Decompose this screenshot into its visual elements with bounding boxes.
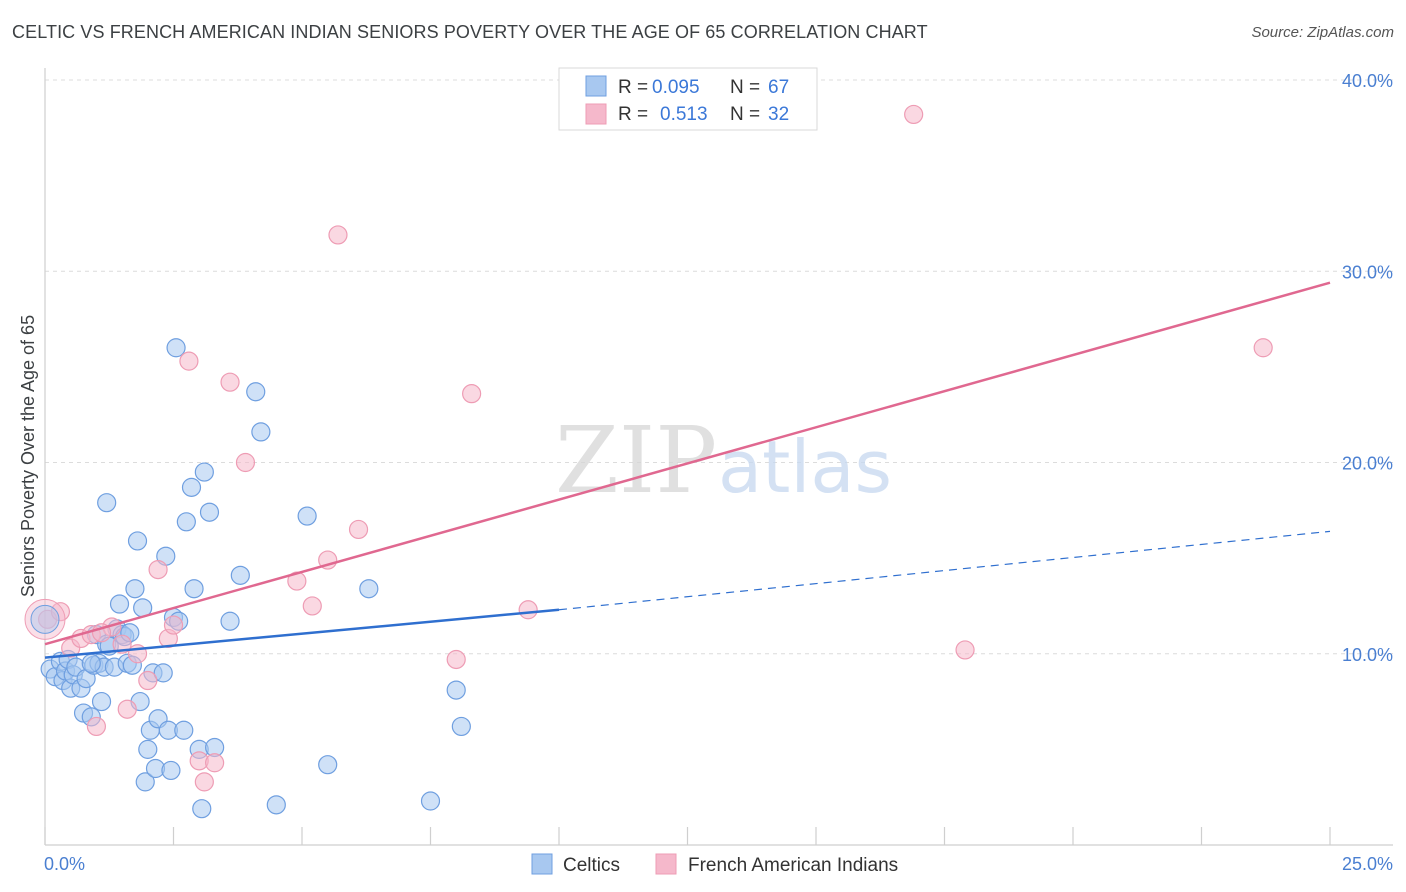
celtics-point: [97, 493, 117, 513]
bottom-legend-label-french-american-indians: French American Indians: [688, 855, 898, 876]
celtics-point: [181, 477, 202, 497]
french-american-indians-point: [462, 384, 482, 404]
legend-swatch-french-american-indians: [585, 103, 607, 125]
celtics-point: [109, 594, 130, 614]
french-american-indians-point: [955, 640, 975, 660]
french-american-indians-point: [86, 716, 107, 737]
gridlines: [45, 79, 1393, 655]
legend-n-value-1: 67: [768, 77, 789, 98]
legend-n-value-2: 32: [768, 104, 789, 125]
bottom-legend-swatch-french-american-indians: [655, 853, 677, 875]
legend-n-label-1: N =: [730, 77, 760, 98]
legend-r-label-1: R =: [618, 77, 648, 98]
celtics-point: [297, 506, 317, 526]
bottom-legend-label-celtics: Celtics: [563, 855, 620, 876]
source-label: Source: ZipAtlas.com: [1251, 24, 1394, 41]
watermark-zip: ZIP: [555, 407, 717, 514]
celtics-point: [318, 755, 338, 775]
french-american-indians-point: [348, 519, 369, 540]
chart-title: CELTIC VS FRENCH AMERICAN INDIAN SENIORS…: [12, 22, 928, 42]
celtics-trend-line: [44, 608, 560, 659]
french-american-indians-point: [328, 225, 348, 245]
celtics-point: [81, 653, 101, 673]
celtics-point: [174, 720, 194, 740]
celtics-point: [199, 502, 220, 522]
y-axis-label: Seniors Poverty Over the Age of 65: [18, 315, 38, 597]
celtics-point: [446, 680, 466, 700]
french-american-indians-point: [163, 615, 184, 635]
trend-lines: [44, 281, 1331, 659]
legend-r-value-2: 0.513: [660, 104, 708, 125]
celtics-point: [420, 791, 441, 811]
y-tick-label: 40.0%: [1342, 71, 1393, 91]
celtics-point: [125, 579, 145, 599]
french-american-indians-point: [179, 351, 199, 371]
celtics-point: [192, 799, 212, 819]
celtics-point: [135, 772, 155, 792]
celtics-point: [153, 663, 173, 683]
french-american-indians-point: [220, 372, 240, 392]
celtics-point: [359, 579, 379, 599]
celtics-point: [246, 382, 266, 402]
celtics-point: [194, 462, 214, 482]
legend-n-label-2: N =: [730, 104, 760, 125]
legend-swatch-celtics: [585, 75, 607, 97]
bottom-legend: Celtics French American Indians: [531, 853, 898, 876]
french-american-indians-point: [518, 600, 538, 620]
x-tick-label-max: 25.0%: [1342, 854, 1393, 874]
french-american-indians-point: [117, 699, 137, 719]
y-tick-label: 10.0%: [1342, 645, 1393, 665]
french-american-indians-point: [904, 104, 924, 125]
french-american-indians-point: [302, 596, 322, 616]
french-american-indians-point: [235, 452, 256, 473]
celtics-point: [184, 579, 204, 599]
celtics-point: [451, 716, 471, 737]
celtics-point: [176, 512, 196, 532]
watermark-atlas: atlas: [718, 425, 892, 509]
celtics-point: [251, 422, 271, 442]
french-american-indians-point: [148, 559, 168, 580]
celtics-point: [266, 795, 286, 815]
french-american-indians-point: [1253, 338, 1273, 358]
french-american-indians-point: [205, 753, 225, 773]
celtics-point: [127, 531, 148, 551]
french-american-indians-trend-line: [44, 281, 1331, 646]
french-american-indians-point: [446, 649, 466, 670]
y-tick-label: 30.0%: [1342, 262, 1393, 282]
celtics-point: [91, 691, 112, 712]
celtics-point: [220, 611, 240, 631]
x-axis-ticks: [44, 827, 1331, 845]
french-american-indians-point: [138, 670, 158, 691]
data-points: [24, 104, 1273, 819]
celtics-point-large: [30, 604, 60, 634]
celtics-trend-line-extension: [558, 530, 1331, 611]
celtics-point: [138, 739, 158, 759]
celtics-point: [230, 565, 250, 585]
legend-r-value-1: 0.095: [652, 77, 700, 98]
celtics-point: [166, 338, 186, 358]
y-axis-tick-labels: 10.0% 20.0% 30.0% 40.0%: [1342, 71, 1393, 665]
french-american-indians-point: [194, 772, 214, 792]
french-american-indians-point: [112, 634, 132, 654]
celtics-point: [161, 760, 181, 781]
x-tick-label-min: 0.0%: [44, 854, 85, 874]
bottom-legend-swatch-celtics: [531, 853, 553, 875]
y-tick-label: 20.0%: [1342, 454, 1393, 474]
legend: R = 0.095 N = 67 R = 0.513 N = 32: [558, 67, 818, 131]
legend-r-label-2: R =: [618, 104, 648, 125]
